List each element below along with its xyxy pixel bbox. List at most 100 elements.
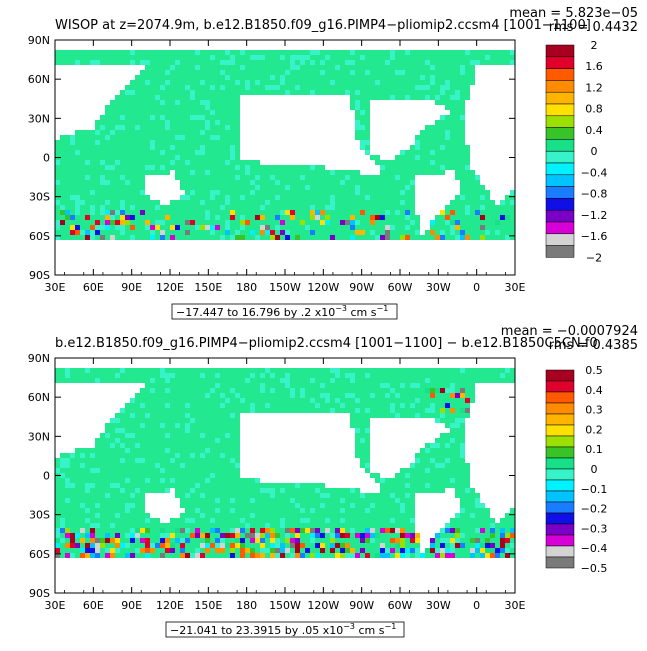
field-cell bbox=[285, 548, 290, 553]
field-cell bbox=[125, 200, 160, 205]
field-cell bbox=[265, 55, 280, 60]
field-cell bbox=[445, 80, 450, 85]
colorbar-swatch bbox=[545, 221, 575, 235]
field-cell bbox=[385, 528, 390, 533]
field-cell bbox=[315, 508, 340, 513]
field-cell bbox=[80, 503, 85, 508]
field-cell bbox=[210, 195, 215, 200]
field-cell bbox=[375, 533, 380, 538]
field-cell bbox=[300, 508, 305, 513]
field-cell bbox=[370, 408, 390, 413]
field-cell bbox=[425, 388, 430, 393]
field-cell bbox=[360, 438, 365, 443]
field-cell bbox=[155, 140, 240, 145]
field-cell bbox=[250, 190, 255, 195]
field-cell bbox=[110, 538, 115, 543]
field-cell bbox=[270, 200, 330, 205]
field-cell bbox=[215, 230, 225, 235]
field-cell bbox=[120, 408, 125, 413]
field-cell bbox=[415, 230, 420, 235]
field-cell bbox=[445, 220, 450, 225]
field-cell bbox=[205, 105, 210, 110]
field-cell bbox=[235, 393, 240, 398]
field-cell bbox=[460, 443, 465, 448]
field-cell bbox=[390, 548, 395, 553]
field-cell bbox=[450, 393, 455, 398]
field-cell bbox=[370, 533, 375, 538]
field-cell bbox=[460, 503, 475, 508]
field-cell bbox=[215, 195, 225, 200]
panel-1-field bbox=[55, 50, 515, 240]
field-cell bbox=[250, 55, 265, 60]
field-cell bbox=[60, 528, 65, 533]
colorbar-swatch bbox=[545, 556, 575, 569]
field-cell bbox=[265, 373, 270, 378]
field-cell bbox=[240, 543, 245, 548]
field-cell bbox=[245, 85, 250, 90]
field-cell bbox=[505, 200, 510, 205]
field-cell bbox=[445, 523, 450, 528]
field-cell bbox=[165, 403, 170, 408]
field-cell bbox=[105, 110, 210, 115]
field-cell bbox=[265, 85, 280, 90]
field-cell bbox=[205, 125, 210, 130]
field-cell bbox=[215, 373, 220, 378]
field-cell bbox=[480, 225, 485, 230]
field-cell bbox=[90, 518, 145, 523]
field-cell bbox=[260, 373, 265, 378]
panel-2-range-unit: cm s bbox=[355, 624, 385, 637]
field-cell bbox=[105, 125, 115, 130]
field-cell bbox=[70, 195, 80, 200]
field-cell bbox=[305, 548, 310, 553]
field-cell bbox=[360, 220, 370, 225]
field-cell bbox=[100, 175, 105, 180]
field-cell bbox=[390, 518, 395, 523]
field-cell bbox=[340, 553, 345, 558]
field-cell bbox=[300, 60, 305, 65]
field-cell bbox=[240, 195, 245, 200]
field-cell bbox=[470, 398, 475, 403]
field-cell bbox=[455, 235, 460, 240]
field-cell bbox=[460, 225, 480, 230]
field-cell bbox=[310, 165, 315, 170]
field-cell bbox=[370, 155, 380, 160]
colorbar-label: −0.4 bbox=[581, 542, 608, 555]
field-cell bbox=[90, 225, 95, 230]
field-cell bbox=[145, 165, 155, 170]
field-cell bbox=[360, 463, 365, 468]
field-cell bbox=[300, 235, 330, 240]
field-cell bbox=[395, 493, 405, 498]
field-cell bbox=[145, 553, 150, 558]
field-cell bbox=[80, 548, 85, 553]
field-cell bbox=[385, 230, 390, 235]
field-cell bbox=[455, 528, 460, 533]
field-cell bbox=[455, 538, 460, 543]
field-cell bbox=[415, 135, 445, 140]
field-cell bbox=[375, 478, 380, 483]
field-cell bbox=[105, 160, 115, 165]
field-cell bbox=[395, 55, 485, 60]
field-cell bbox=[240, 65, 245, 70]
field-cell bbox=[150, 220, 155, 225]
field-cell bbox=[55, 503, 80, 508]
field-cell bbox=[440, 433, 465, 438]
y-tick-label: 30S bbox=[29, 191, 50, 204]
field-cell bbox=[250, 513, 255, 518]
field-cell bbox=[140, 533, 160, 538]
field-cell bbox=[145, 528, 150, 533]
field-cell bbox=[290, 538, 295, 543]
field-cell bbox=[200, 508, 215, 513]
field-cell bbox=[190, 230, 210, 235]
field-cell bbox=[485, 225, 515, 230]
field-cell bbox=[405, 483, 410, 488]
field-cell bbox=[180, 543, 185, 548]
field-cell bbox=[250, 548, 255, 553]
field-cell bbox=[405, 533, 410, 538]
field-cell bbox=[290, 498, 295, 503]
field-cell bbox=[355, 225, 385, 230]
field-cell bbox=[145, 478, 150, 483]
field-cell bbox=[310, 518, 325, 523]
field-cell bbox=[180, 538, 185, 543]
field-cell bbox=[510, 50, 515, 55]
field-cell bbox=[435, 65, 460, 70]
